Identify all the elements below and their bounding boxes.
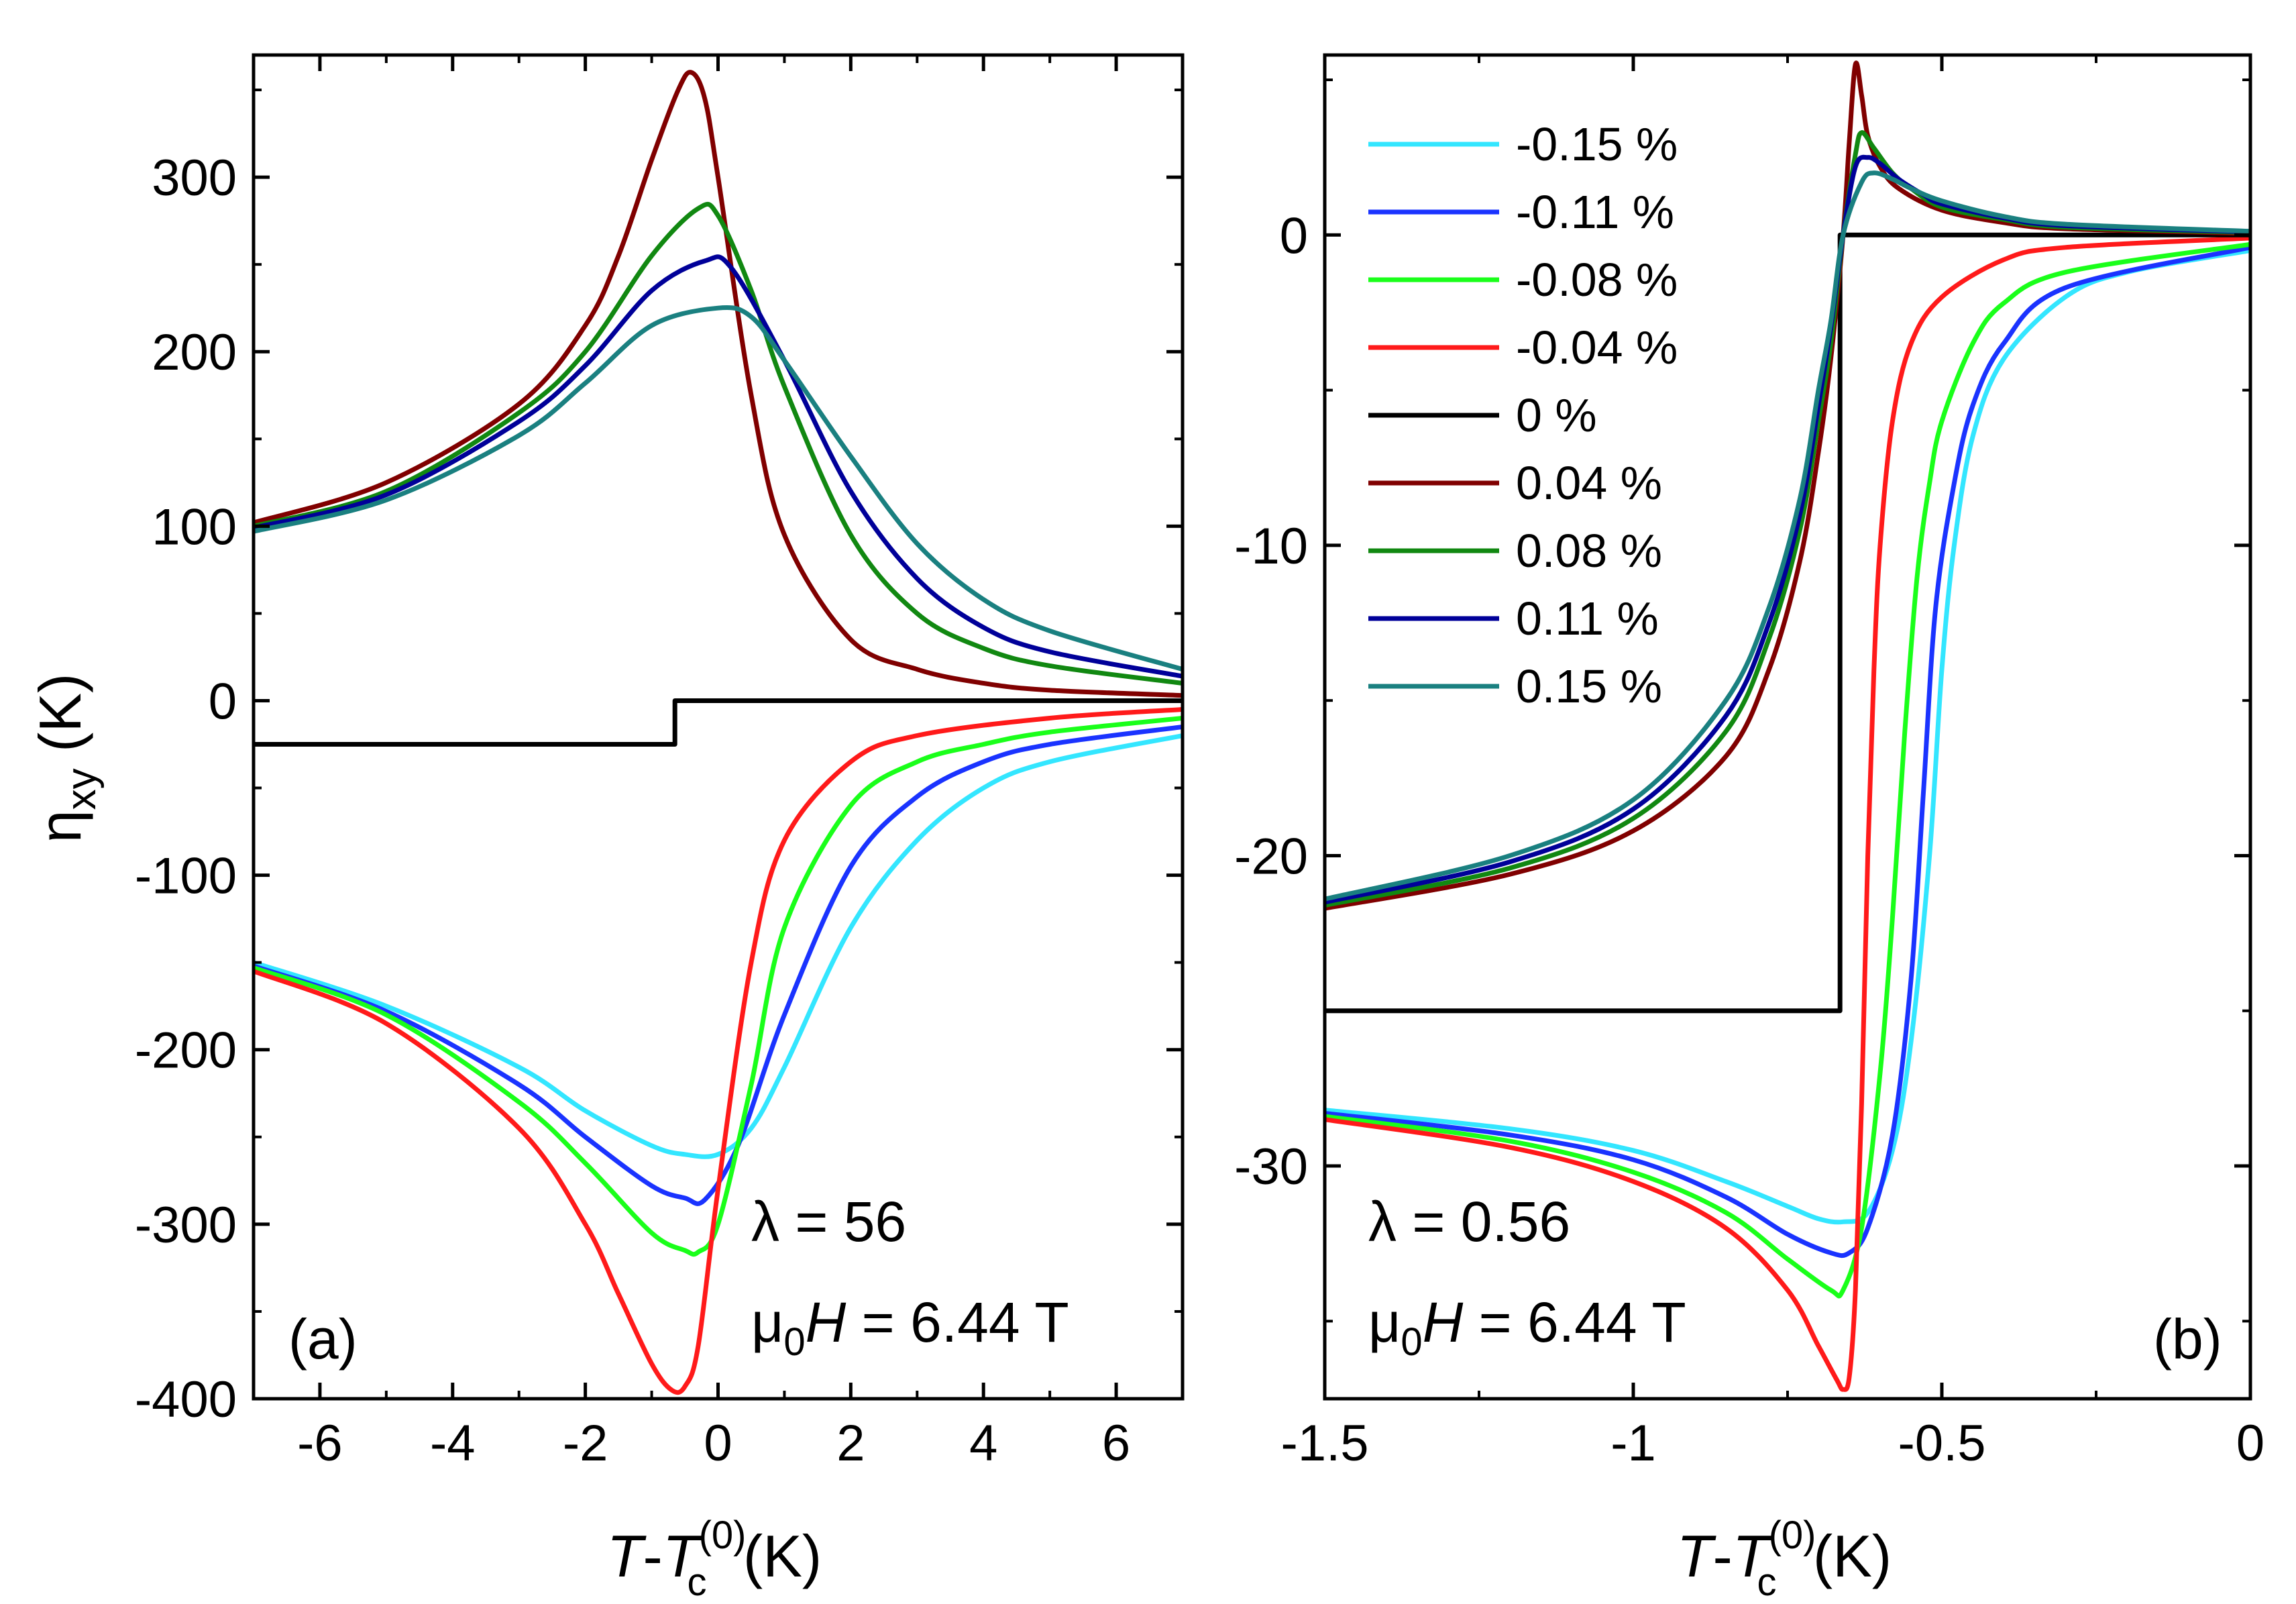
series-line-a-3: [254, 706, 1183, 1395]
legend-entry-0: -0.15 %: [1516, 118, 1678, 170]
x-axis-title-a-t2: T: [663, 1523, 702, 1589]
panel-label-b: (b): [2153, 1307, 2222, 1371]
y-tick-label-b-2: -10: [1234, 518, 1308, 575]
series-line-a-8: [254, 305, 1183, 672]
series-group-a: [254, 70, 1183, 1395]
legend-entry-4: 0 %: [1516, 389, 1597, 441]
x-tick-label-a-5: 4: [969, 1415, 997, 1472]
panel-label-a: (a): [288, 1307, 358, 1371]
y-tick-label-a-1: -300: [135, 1197, 237, 1254]
series-line-a-1: [254, 725, 1183, 1206]
x-tick-label-a-4: 2: [836, 1415, 865, 1472]
panel-a: -6 -4 -2 0 2 4 6 -400 -300 -200 -100 0 100 200 300 (a) λ…: [135, 53, 1185, 1472]
y-tick-label-a-0: -400: [135, 1371, 237, 1428]
x-axis-title-b: T-T(0) c (K): [1677, 1513, 1892, 1604]
y-tick-label-a-6: 200: [152, 324, 237, 381]
x-tick-label-a-6: 6: [1102, 1415, 1130, 1472]
x-axis-title-b-t: T: [1677, 1523, 1716, 1589]
x-axis-title-b-sub: c: [1757, 1560, 1776, 1604]
x-tick-label-b-1: -1: [1610, 1415, 1656, 1472]
y-tick-label-a-2: -200: [135, 1022, 237, 1079]
y-axis-title-unit: (K): [27, 674, 93, 769]
y-axis-title-sub: xy: [58, 768, 105, 810]
x-axis-title-a-sub: c: [687, 1560, 706, 1604]
series-line-b-7: [1325, 154, 2250, 905]
legend-entry-5: 0.04 %: [1516, 457, 1662, 509]
x-tick-label-b-0: -1.5: [1281, 1415, 1369, 1472]
x-tick-label-a-1: -4: [430, 1415, 476, 1472]
legend-entry-6: 0.08 %: [1516, 525, 1662, 577]
field-annotation-b: μ0H = 6.44 T: [1368, 1291, 1686, 1364]
series-line-b-4: [1325, 232, 2250, 1014]
series-line-b-1: [1325, 245, 2250, 1259]
series-line-a-4: [254, 698, 1183, 747]
x-axis-title-a-sup: (0): [699, 1513, 747, 1557]
x-axis-title-b-t2: T: [1733, 1523, 1772, 1589]
series-line-b-5: [1325, 60, 2250, 911]
series-line-a-2: [254, 716, 1183, 1257]
series-line-a-6: [254, 201, 1183, 686]
series-line-b-0: [1325, 248, 2250, 1225]
legend: -0.15 % -0.11 % -0.08 % -0.04 % 0 % 0.04 % 0.0…: [1368, 118, 1678, 712]
x-axis-title-a-dash: -: [643, 1523, 663, 1589]
legend-entry-8: 0.15 %: [1516, 660, 1662, 712]
x-axis-title-a: T-T(0) c (K): [607, 1513, 822, 1604]
series-line-a-7: [254, 254, 1183, 679]
legend-entry-3: -0.04 %: [1516, 321, 1678, 374]
x-axis-title-b-unit: (K): [1796, 1523, 1892, 1589]
series-line-a-0: [254, 733, 1183, 1159]
x-tick-label-a-2: -2: [563, 1415, 608, 1472]
x-tick-label-a-3: 0: [704, 1415, 732, 1472]
legend-entry-1: -0.11 %: [1516, 186, 1674, 238]
x-axis-title-b-dash: -: [1713, 1523, 1733, 1589]
y-tick-label-b-3: 0: [1280, 207, 1308, 264]
field-annotation-a: μ0H = 6.44 T: [751, 1291, 1069, 1364]
y-axis-title: ηxy (K): [27, 674, 105, 843]
x-tick-label-a-0: -6: [297, 1415, 343, 1472]
lambda-annotation-a: λ = 56: [751, 1190, 906, 1253]
x-axis-title-a-t: T: [607, 1523, 647, 1589]
y-axis-title-main: η: [27, 810, 93, 843]
y-tick-label-a-3: -100: [135, 848, 237, 905]
y-tick-label-a-7: 300: [152, 150, 237, 207]
legend-entry-7: 0.11 %: [1516, 592, 1659, 645]
series-line-b-6: [1325, 130, 2250, 908]
series-line-b-3: [1325, 235, 2250, 1392]
x-tick-label-b-2: -0.5: [1898, 1415, 1986, 1472]
series-line-b-2: [1325, 242, 2250, 1299]
y-tick-label-a-4: 0: [209, 673, 237, 730]
x-axis-title-a-unit: (K): [726, 1523, 822, 1589]
y-tick-label-b-1: -20: [1234, 828, 1308, 885]
x-axis-title-b-sup: (0): [1769, 1513, 1816, 1557]
series-line-b-8: [1325, 170, 2250, 902]
y-tick-label-a-5: 100: [152, 498, 237, 555]
lambda-annotation-b: λ = 0.56: [1368, 1190, 1570, 1253]
y-tick-label-b-0: -30: [1234, 1138, 1308, 1195]
series-group-b: [1325, 60, 2250, 1392]
x-tick-label-b-3: 0: [2236, 1415, 2264, 1472]
legend-entry-2: -0.08 %: [1516, 254, 1678, 306]
series-line-a-5: [254, 70, 1183, 698]
